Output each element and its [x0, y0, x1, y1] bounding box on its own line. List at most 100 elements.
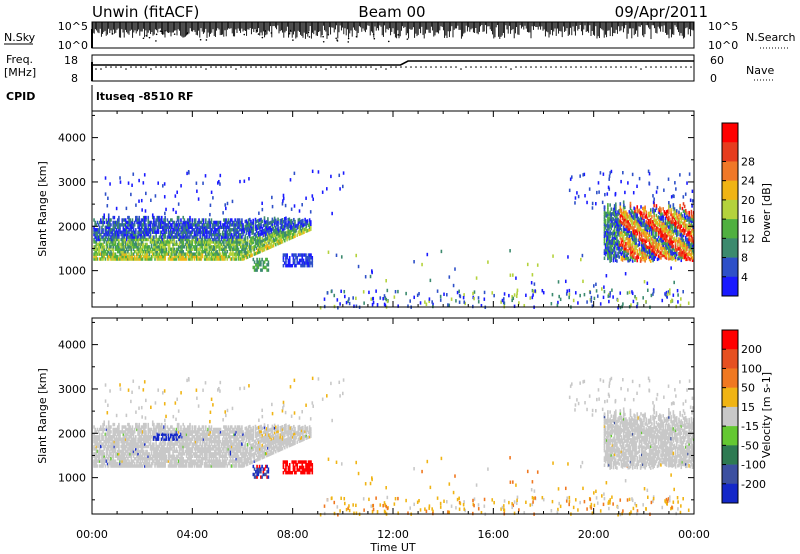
power-cell — [121, 252, 124, 256]
power-cell — [124, 257, 127, 261]
power-cell — [648, 245, 651, 250]
power-cell — [246, 228, 249, 233]
power-cell — [640, 253, 643, 257]
power-cell — [290, 231, 293, 235]
power-cell — [234, 218, 236, 222]
power-cell — [628, 217, 631, 221]
power-cell — [127, 235, 129, 239]
power-cell — [165, 250, 168, 254]
power-cell — [671, 220, 674, 225]
power-cell — [244, 234, 247, 238]
power-cell — [203, 232, 206, 237]
power-cell — [285, 223, 287, 228]
power-cell — [268, 226, 270, 230]
power-cell — [136, 235, 138, 239]
power-cell — [247, 233, 250, 237]
power-cell — [202, 240, 205, 244]
power-cell — [271, 195, 273, 200]
power-cell — [607, 215, 609, 219]
power-cell — [215, 223, 217, 227]
power-cell — [622, 244, 625, 248]
power-cell — [119, 254, 121, 259]
power-cell — [184, 237, 187, 242]
power-cell — [229, 220, 232, 225]
power-cell — [223, 232, 225, 237]
power-cell — [199, 220, 201, 225]
power-cell — [624, 205, 626, 210]
power-cell — [232, 223, 234, 227]
power-cell — [432, 302, 434, 307]
power-cell — [688, 242, 690, 246]
power-cell — [308, 256, 311, 260]
power-cell — [690, 251, 693, 255]
nave-dot — [620, 66, 622, 68]
power-cell — [174, 242, 177, 247]
power-cell — [666, 216, 669, 221]
power-cell — [235, 230, 238, 234]
power-cell — [643, 253, 645, 257]
nave-dot — [215, 66, 217, 68]
velocity-cell — [95, 452, 98, 456]
power-cell — [515, 294, 518, 299]
power-cell — [301, 261, 304, 265]
power-cell — [690, 222, 693, 226]
velocity-cell — [95, 461, 98, 466]
power-cell — [128, 247, 130, 251]
power-cell — [130, 247, 133, 251]
power-cell — [123, 235, 126, 239]
power-cell — [627, 224, 630, 229]
power-cell — [144, 232, 146, 237]
power-cell — [102, 220, 104, 225]
power-cell — [162, 250, 164, 254]
power-cell — [155, 237, 157, 242]
power-cell — [676, 288, 679, 293]
power-cell — [292, 261, 295, 265]
power-cell — [659, 223, 661, 227]
colorbar-swatch — [722, 257, 738, 278]
power-cell — [244, 219, 247, 224]
power-cell — [256, 250, 259, 255]
power-cell — [646, 223, 649, 228]
power-cell — [188, 218, 190, 222]
power-cell — [642, 245, 644, 250]
power-cell — [176, 225, 179, 230]
power-cell — [643, 223, 645, 228]
power-cell — [652, 246, 654, 251]
power-cell — [657, 222, 660, 227]
power-cell — [245, 253, 248, 257]
nave-dot — [645, 66, 647, 68]
power-cell — [307, 263, 310, 268]
power-cell — [122, 237, 125, 242]
power-cell — [645, 234, 648, 239]
power-cell — [305, 258, 307, 263]
power-cell — [536, 263, 539, 267]
power-cell — [687, 301, 690, 305]
power-cell — [132, 245, 135, 249]
power-cell — [280, 235, 283, 240]
power-cell — [141, 245, 144, 249]
power-cell — [287, 220, 289, 224]
power-cell — [129, 228, 131, 232]
power-cell — [225, 232, 227, 237]
power-cell — [225, 206, 227, 211]
power-cell — [302, 218, 304, 223]
power-cell — [226, 201, 229, 206]
power-cell — [577, 194, 580, 199]
power-cell — [163, 218, 165, 222]
nsky-bars — [91, 22, 694, 48]
power-cell — [644, 224, 646, 229]
power-cell — [174, 228, 177, 232]
power-cell — [631, 217, 634, 222]
velocity-cell — [93, 435, 95, 439]
power-cell — [620, 245, 623, 249]
power-cell — [258, 240, 260, 245]
nave-dot — [425, 66, 427, 68]
power-cell — [647, 221, 650, 225]
power-cell — [636, 222, 639, 226]
power-cell — [261, 268, 263, 272]
power-cell — [121, 240, 124, 244]
power-cell — [153, 223, 155, 227]
power-cell — [688, 247, 690, 251]
power-cell — [372, 296, 375, 301]
nave-dot — [575, 66, 577, 68]
